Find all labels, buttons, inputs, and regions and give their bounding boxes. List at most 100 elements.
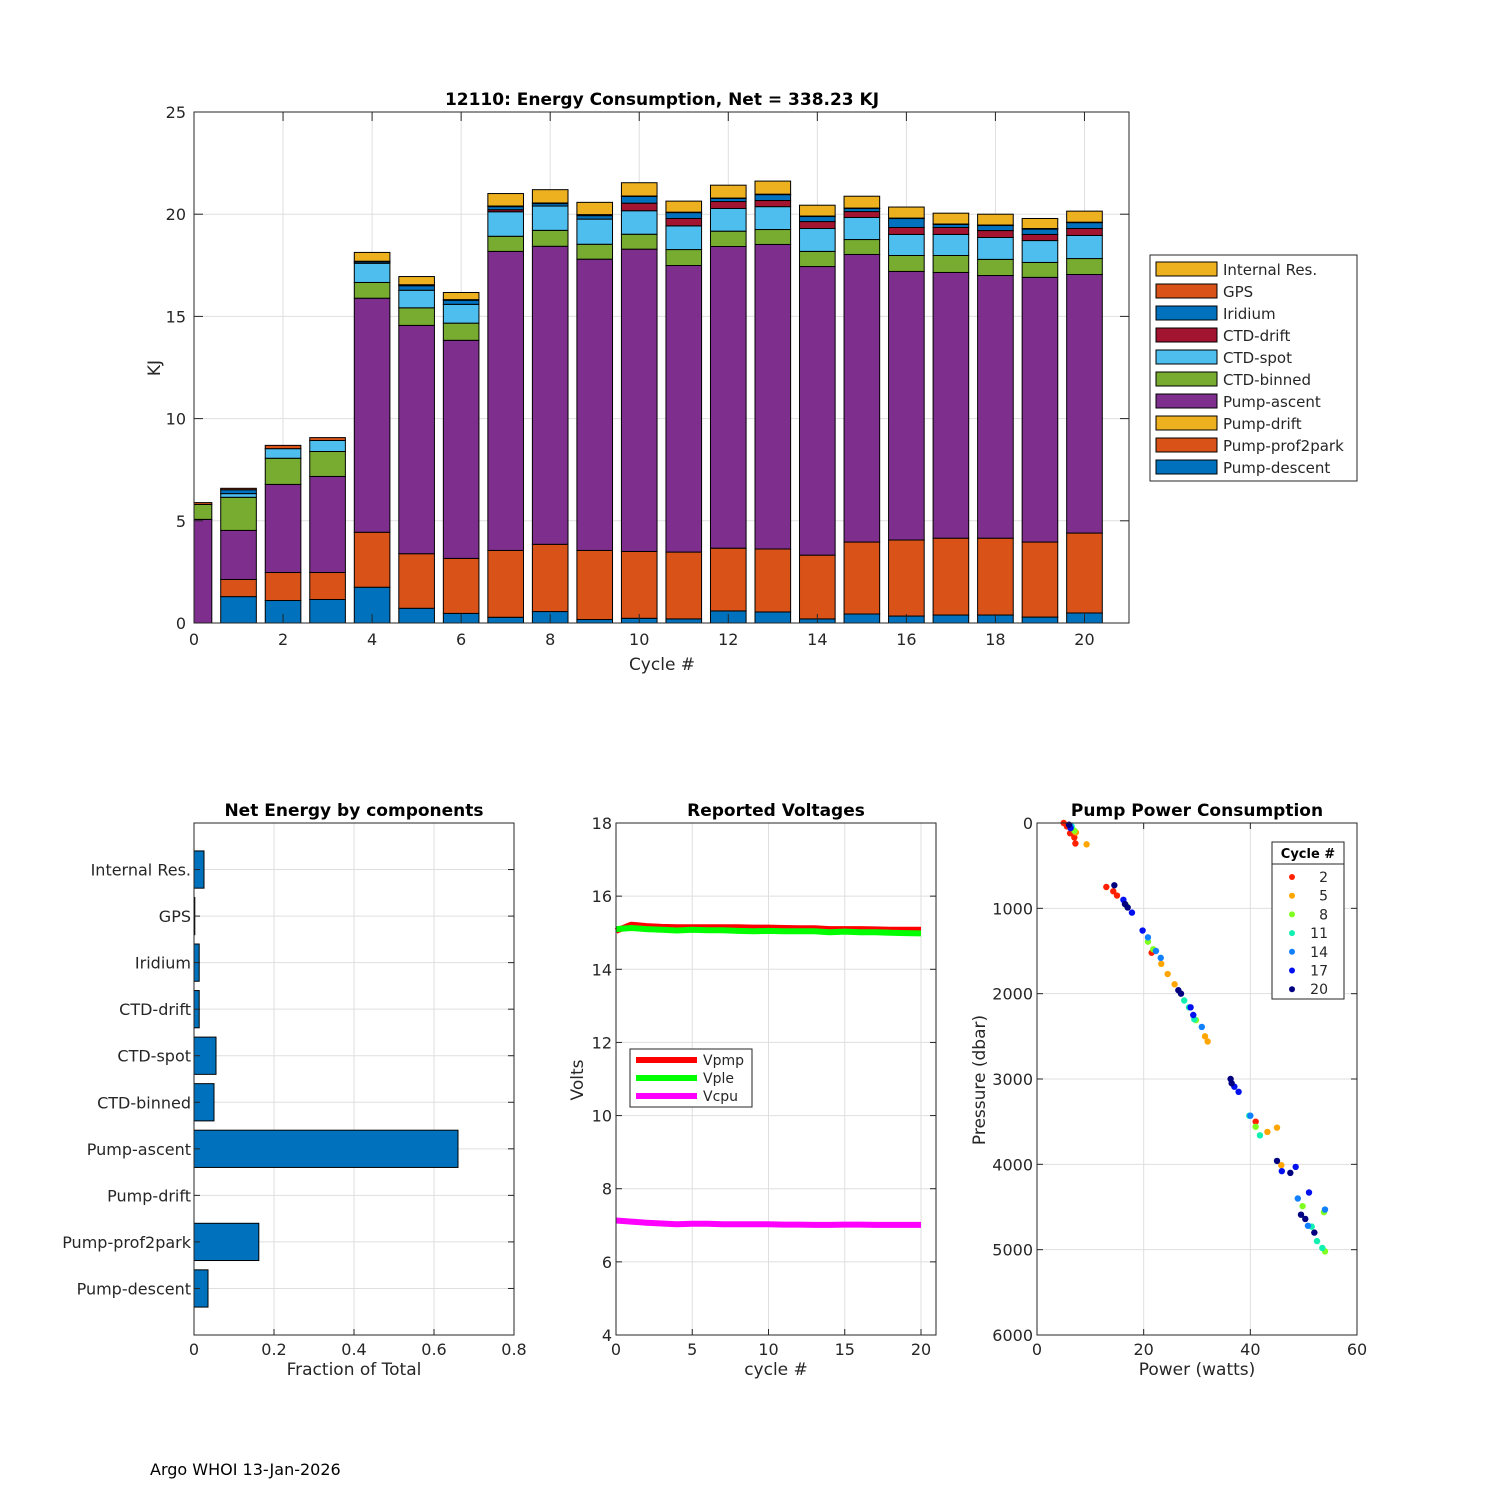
pump-point-cycle-14: [1321, 1206, 1329, 1213]
energy-bar-segment: [309, 572, 346, 600]
energy-legend-swatch: [1155, 349, 1218, 365]
volts-line-vcpu: [615, 1217, 921, 1228]
energy-bar-segment: [398, 324, 435, 555]
pump-point-cycle-17: [1187, 1004, 1194, 1011]
volts-ytick-label: 14: [592, 960, 612, 979]
energy-xtick-label: 14: [807, 630, 827, 649]
energy-legend-swatch: [1155, 437, 1218, 453]
energy-xtick-label: 16: [896, 630, 916, 649]
energy-bar-segment: [576, 619, 614, 623]
pump-xtick-label: 40: [1240, 1340, 1260, 1359]
pump-legend-marker: [1289, 967, 1295, 974]
pump-point-cycle-2: [1072, 840, 1079, 847]
net-xlabel: Fraction of Total: [287, 1360, 422, 1380]
pump-point-cycle-20: [1287, 1169, 1294, 1177]
pump-legend-label: 17: [1310, 964, 1328, 980]
pump-point-cycle-5: [1158, 960, 1165, 967]
energy-legend-swatch: [1155, 261, 1218, 277]
energy-bar-segment: [1066, 228, 1103, 236]
volts-ytick-label: 8: [602, 1180, 612, 1199]
energy-bar-segment: [220, 596, 257, 623]
energy-xtick-label: 8: [545, 630, 555, 649]
energy-bar-segment: [620, 182, 658, 197]
energy-bar-segment: [398, 553, 435, 609]
energy-bar-segment: [264, 444, 302, 450]
energy-legend-label: CTD-drift: [1223, 327, 1290, 345]
pump-legend-marker: [1289, 892, 1295, 899]
pump-point-cycle-20: [1273, 1157, 1281, 1165]
energy-bar-segment: [398, 307, 435, 326]
pump-xtick-label: 60: [1347, 1340, 1367, 1359]
energy-bar-segment: [709, 201, 747, 209]
pump-point-cycle-5: [1273, 1124, 1281, 1131]
energy-xtick-label: 20: [1074, 630, 1094, 649]
energy-bar-segment: [888, 206, 925, 219]
energy-bar-segment: [754, 180, 792, 195]
energy-bar-segment: [843, 239, 881, 255]
pump-ytick-label: 1000: [992, 899, 1033, 918]
pump-point-cycle-20: [1065, 821, 1073, 828]
energy-bar-segment: [665, 200, 703, 213]
energy-bar-segment: [799, 250, 836, 268]
energy-legend-label: Pump-ascent: [1223, 393, 1321, 411]
energy-bar-segment: [799, 266, 836, 556]
energy-bar-segment: [665, 551, 703, 620]
energy-bar-segment: [843, 253, 881, 543]
pump-point-cycle-2: [1103, 883, 1110, 891]
energy-bar-segment: [309, 451, 346, 477]
energy-ytick-label: 5: [176, 512, 186, 531]
energy-bar-segment: [665, 265, 703, 553]
energy-axes-box: [193, 111, 1130, 624]
pump-point-cycle-5: [1083, 841, 1090, 848]
energy-bar-segment: [264, 457, 302, 485]
pump-point-cycle-11: [1256, 1132, 1264, 1139]
energy-bar-segment: [398, 607, 435, 623]
energy-bar-segment: [576, 258, 614, 551]
pump-point-cycle-20: [1111, 882, 1118, 889]
net-ytick-label: Pump-prof2park: [62, 1233, 192, 1252]
footer-caption: Argo WHOI 13-Jan-2026: [150, 1460, 341, 1479]
energy-bar-segment: [799, 215, 836, 223]
energy-ytick-label: 25: [166, 103, 186, 122]
net-xtick-label: 0: [189, 1340, 199, 1359]
energy-bar-segment: [977, 224, 1014, 232]
energy-bar-segment: [843, 195, 881, 209]
pump-legend-marker: [1289, 911, 1295, 918]
pump-point-cycle-5: [1171, 981, 1178, 988]
energy-legend-label: Internal Res.: [1223, 261, 1317, 279]
volts-title: Reported Voltages: [687, 801, 865, 821]
energy-bar-segment: [1021, 541, 1059, 618]
pump-title: Pump Power Consumption: [1071, 801, 1323, 821]
energy-bar-segment: [309, 439, 346, 453]
energy-bar-segment: [194, 518, 213, 623]
energy-bar-segment: [487, 250, 524, 551]
energy-bar-segment: [709, 547, 747, 612]
pump-xtick-label: 20: [1133, 1340, 1153, 1359]
energy-bar-segment: [194, 503, 213, 520]
energy-bar-segment: [576, 243, 614, 260]
pump-ytick-label: 5000: [992, 1241, 1033, 1260]
net-ytick-label: Pump-drift: [107, 1186, 191, 1205]
net-ytick-label: Iridium: [135, 954, 191, 973]
energy-bar-segment: [709, 230, 747, 247]
energy-bar-segment: [620, 233, 658, 250]
energy-xtick-label: 6: [456, 630, 466, 649]
energy-legend-swatch: [1155, 371, 1218, 387]
energy-bar-segment: [220, 529, 257, 580]
pump-ylabel: Pressure (dbar): [970, 1015, 990, 1145]
net-energy-axes: 0 0.2 0.4 0.6 0.8 Internal Res. GPS Iridium CTD-…: [62, 801, 527, 1380]
energy-legend-label: Pump-prof2park: [1223, 437, 1344, 455]
pump-legend-label: 2: [1319, 870, 1328, 886]
pump-point-cycle-20: [1311, 1229, 1318, 1236]
energy-bar-segment: [799, 221, 836, 230]
energy-bar-segment: [932, 254, 970, 273]
pump-point-cycle-8: [1299, 1202, 1306, 1210]
energy-bar-segment: [665, 217, 703, 227]
volts-ytick-label: 10: [592, 1107, 612, 1126]
pump-point-cycle-17: [1235, 1088, 1242, 1096]
energy-bar-segment: [220, 489, 257, 495]
energy-bar-segment: [977, 275, 1014, 539]
energy-bar-segment: [531, 229, 569, 247]
